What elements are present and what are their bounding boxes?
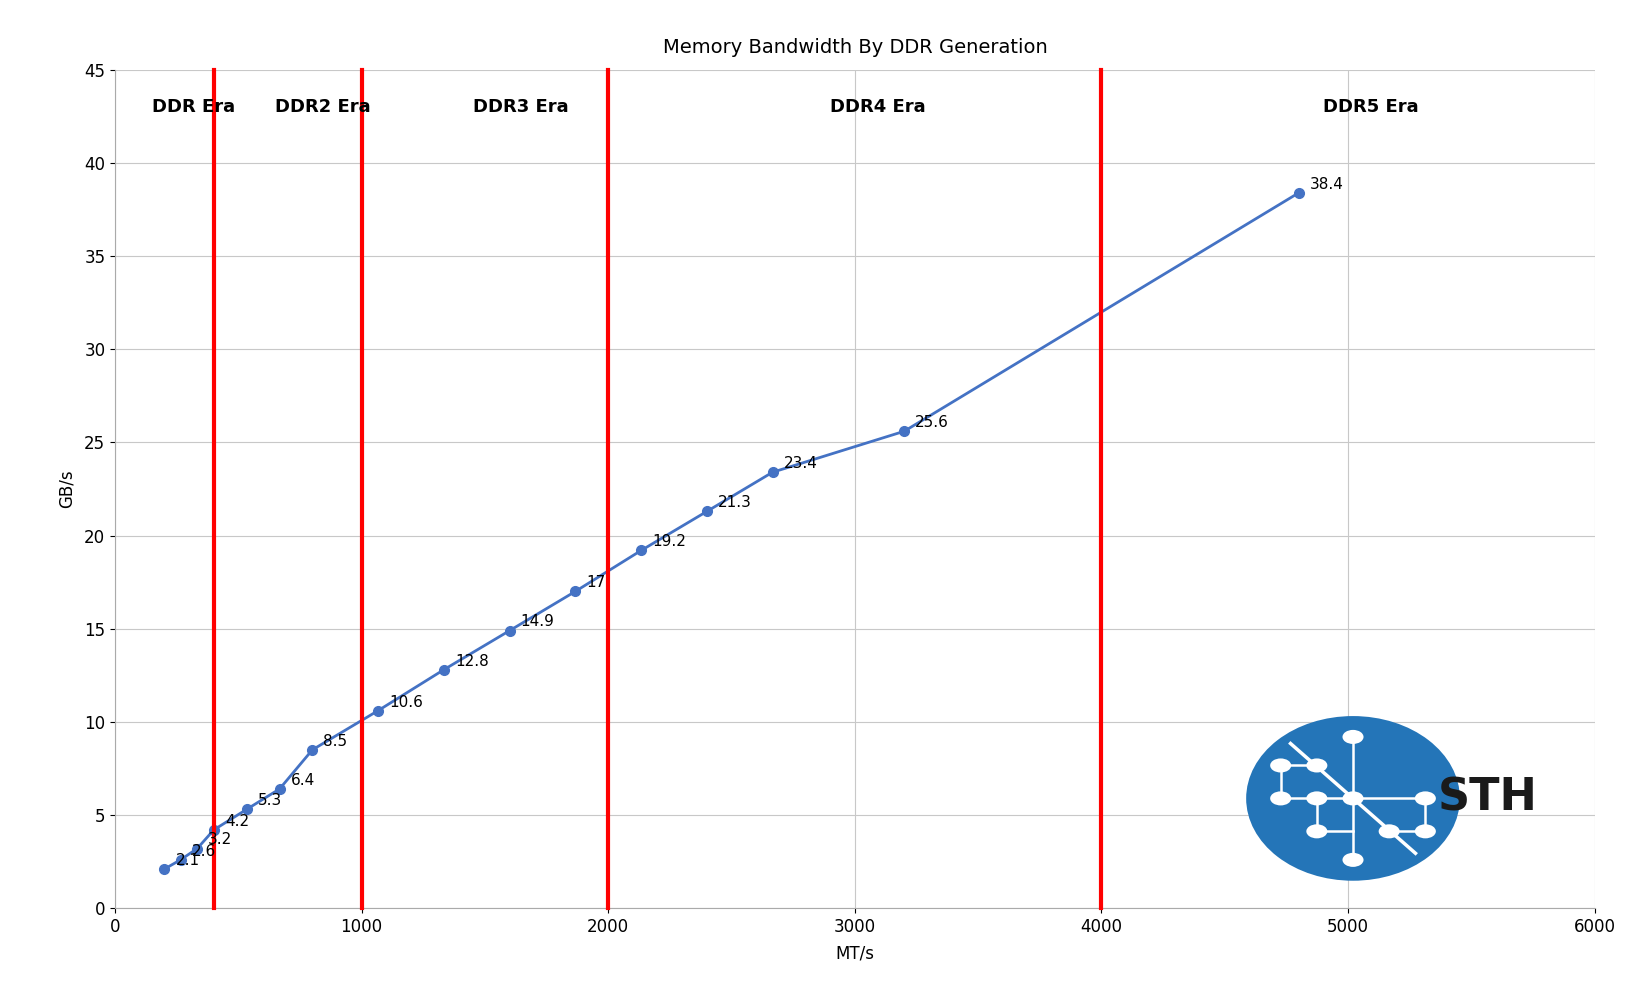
Text: 23.4: 23.4 [784, 456, 817, 471]
Circle shape [1415, 791, 1435, 805]
Text: 5.3: 5.3 [258, 793, 281, 808]
Circle shape [1415, 824, 1435, 838]
Text: DDR5 Era: DDR5 Era [1323, 98, 1419, 116]
Text: 19.2: 19.2 [653, 534, 686, 549]
Text: STH: STH [1438, 776, 1537, 820]
Text: 10.6: 10.6 [390, 695, 423, 710]
Y-axis label: GB/s: GB/s [58, 470, 76, 508]
Circle shape [1343, 791, 1363, 805]
Text: 4.2: 4.2 [225, 813, 248, 828]
Title: Memory Bandwidth By DDR Generation: Memory Bandwidth By DDR Generation [663, 38, 1047, 57]
X-axis label: MT/s: MT/s [835, 944, 875, 962]
Text: 3.2: 3.2 [209, 832, 232, 847]
Circle shape [1343, 730, 1363, 744]
Circle shape [1343, 853, 1363, 867]
Circle shape [1307, 824, 1327, 838]
Text: 6.4: 6.4 [291, 772, 316, 787]
Circle shape [1271, 758, 1291, 772]
Text: 38.4: 38.4 [1310, 177, 1343, 192]
Text: 2.6: 2.6 [192, 843, 215, 858]
Text: 8.5: 8.5 [324, 734, 347, 748]
Circle shape [1379, 824, 1399, 838]
Circle shape [1307, 758, 1327, 772]
Text: 2.1: 2.1 [176, 853, 199, 868]
Text: 21.3: 21.3 [718, 495, 751, 510]
Text: 17: 17 [587, 575, 605, 590]
Text: DDR2 Era: DDR2 Era [276, 98, 372, 116]
Circle shape [1271, 791, 1291, 805]
Circle shape [1307, 791, 1327, 805]
Text: DDR4 Era: DDR4 Era [830, 98, 926, 116]
Text: DDR Era: DDR Era [151, 98, 235, 116]
Text: 25.6: 25.6 [916, 415, 949, 430]
Text: 12.8: 12.8 [455, 654, 488, 669]
Text: DDR3 Era: DDR3 Era [473, 98, 569, 116]
Ellipse shape [1246, 717, 1460, 880]
Text: 14.9: 14.9 [521, 615, 554, 630]
